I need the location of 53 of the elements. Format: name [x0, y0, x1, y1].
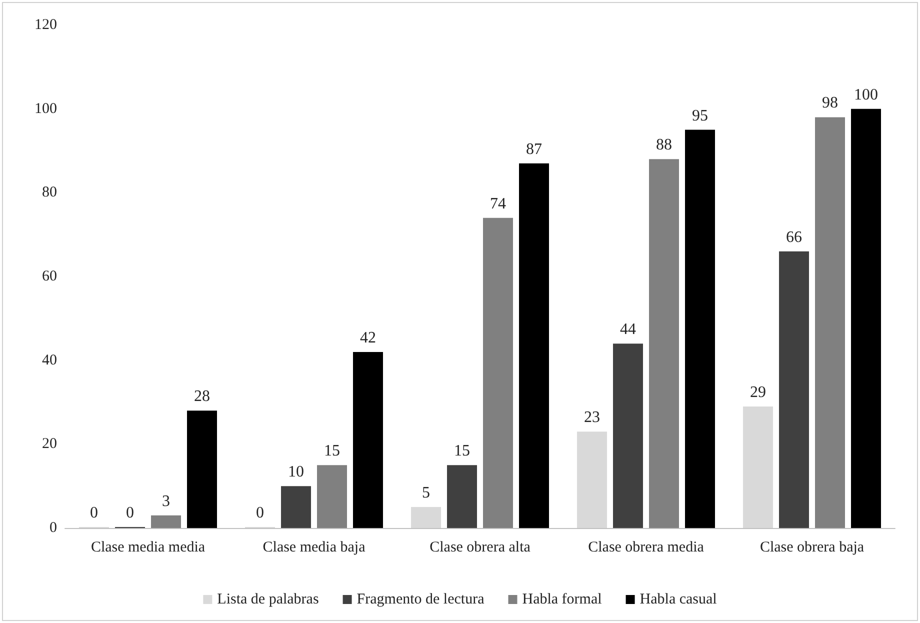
data-label: 3 [162, 492, 170, 510]
data-label: 0 [126, 504, 134, 522]
data-label: 0 [90, 504, 98, 522]
data-label: 100 [854, 86, 878, 104]
x-tick-label: Clase obrera media [588, 540, 704, 556]
data-label: 66 [786, 228, 802, 246]
data-label: 15 [324, 442, 340, 460]
bar [519, 163, 549, 528]
legend-label: Fragmento de lectura [356, 592, 485, 608]
legend-label: Lista de palabras [217, 592, 319, 608]
y-tick-label: 20 [42, 436, 57, 452]
bar [743, 406, 773, 528]
data-label: 88 [656, 136, 672, 154]
x-tick-label: Clase obrera alta [430, 540, 531, 556]
data-label: 87 [526, 140, 542, 158]
bar [151, 515, 181, 528]
bar [281, 486, 311, 528]
data-label: 0 [256, 504, 264, 522]
data-label: 28 [194, 388, 210, 406]
bar [779, 251, 809, 528]
y-tick-label: 60 [42, 268, 57, 284]
data-label: 42 [360, 329, 376, 346]
y-tick-label: 120 [34, 17, 57, 33]
x-tick-label: Clase obrera baja [760, 540, 864, 556]
data-label: 23 [584, 409, 600, 426]
x-tick-label: Clase media baja [262, 540, 366, 556]
bar [851, 108, 881, 528]
legend-label: Habla casual [640, 592, 717, 608]
data-label: 74 [490, 195, 506, 212]
data-label: 10 [288, 464, 304, 481]
bar [685, 130, 715, 528]
bar [815, 117, 845, 528]
bar [483, 218, 513, 528]
legend-label: Habla formal [522, 592, 602, 608]
data-label: 95 [692, 107, 708, 124]
y-tick-label: 0 [50, 520, 57, 536]
data-label: 44 [620, 321, 636, 338]
bar [317, 465, 347, 528]
y-tick-label: 80 [42, 184, 57, 201]
bar [187, 410, 217, 528]
data-label: 5 [422, 484, 430, 502]
data-label: 98 [822, 94, 838, 112]
bar [353, 352, 383, 528]
x-tick-label: Clase media media [90, 540, 206, 556]
bar [411, 507, 441, 528]
bar [613, 344, 643, 528]
data-label: 15 [454, 442, 470, 460]
y-tick-label: 40 [42, 352, 57, 368]
bar [447, 465, 477, 528]
data-label: 29 [750, 384, 766, 401]
bar [577, 432, 607, 528]
bar [649, 159, 679, 528]
y-tick-label: 100 [34, 100, 57, 117]
